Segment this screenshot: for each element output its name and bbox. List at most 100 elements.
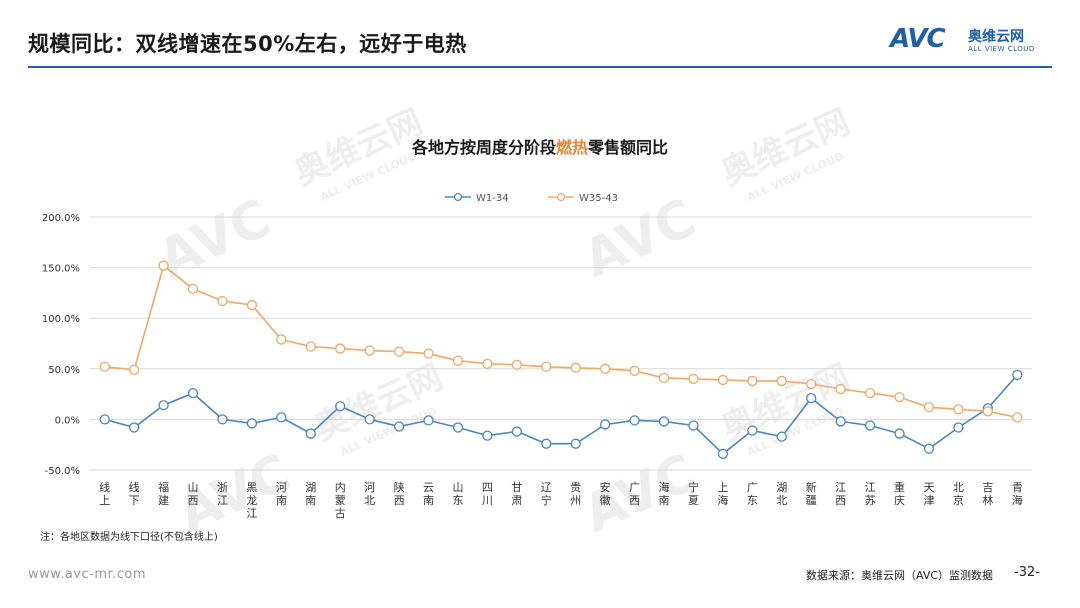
x-tick-label: 线上 <box>99 480 110 507</box>
data-point <box>658 372 670 384</box>
x-tick-label: 河北 <box>364 481 375 507</box>
data-point <box>187 387 199 399</box>
data-point <box>482 358 493 369</box>
data-point <box>158 400 169 411</box>
x-tick-label: 云南 <box>423 481 434 507</box>
x-tick-label: 线下 <box>129 480 140 507</box>
y-tick-label: 200.0% <box>42 213 80 224</box>
data-point <box>600 419 611 430</box>
y-tick-label: 100.0% <box>42 314 80 325</box>
data-point <box>99 414 110 425</box>
data-point <box>335 401 346 412</box>
data-point <box>953 404 964 415</box>
page-number: -32- <box>1014 565 1040 580</box>
data-point <box>776 375 787 387</box>
y-tick-label: 0.0% <box>55 415 80 426</box>
x-tick-label: 重庆 <box>894 480 905 507</box>
x-tick-label: 辽宁 <box>541 481 552 507</box>
legend-label: W1-34 <box>476 193 509 204</box>
x-tick-label: 黑龙江 <box>246 481 257 520</box>
data-point <box>423 348 434 359</box>
data-point <box>364 345 375 356</box>
series-line <box>104 264 1018 419</box>
x-tick-label: 上海 <box>717 481 728 507</box>
data-point <box>187 283 199 295</box>
x-tick-label: 江西 <box>835 481 846 507</box>
data-point <box>776 431 787 442</box>
logo-en-text: ALL VIEW CLOUD <box>968 45 1035 53</box>
chart-title: 各地方按周度分阶段燃热零售额同比 <box>0 134 1080 158</box>
x-tick-label: 浙江 <box>217 481 228 507</box>
data-point <box>305 341 316 352</box>
x-tick-label: 陕西 <box>394 480 405 507</box>
x-tick-label: 安徽 <box>600 480 611 507</box>
x-tick-label: 福建 <box>158 480 169 507</box>
website-url[interactable]: www.avc-mr.com <box>28 567 147 582</box>
x-tick-label: 广西 <box>629 481 640 507</box>
data-point <box>246 418 258 429</box>
x-tick-label: 天津 <box>923 481 934 507</box>
data-point <box>629 415 640 426</box>
data-point <box>688 420 699 431</box>
data-point <box>393 346 405 357</box>
legend-swatch-marker <box>556 192 566 202</box>
data-point <box>158 260 169 271</box>
data-point <box>305 428 316 439</box>
data-point <box>570 438 581 449</box>
data-point <box>276 334 287 345</box>
data-point <box>1012 369 1023 381</box>
data-point <box>452 355 464 366</box>
data-source: 数据来源：奥维云网（AVC）监测数据 <box>806 569 994 582</box>
x-tick-label: 海南 <box>659 480 670 507</box>
x-tick-label: 四川 <box>482 481 493 507</box>
data-point <box>717 448 729 459</box>
data-point <box>747 425 758 436</box>
data-point <box>923 402 935 413</box>
x-tick-label: 北京 <box>953 481 964 507</box>
data-point <box>423 415 434 426</box>
x-tick-label: 贵州 <box>570 481 581 507</box>
chart-title-suffix: 零售额同比 <box>588 138 669 157</box>
header-divider <box>28 66 1052 68</box>
chart-title-prefix: 各地方按周度分阶段 <box>411 138 556 157</box>
x-tick-label: 山西 <box>188 481 199 507</box>
data-point <box>541 361 552 372</box>
page-title: 规模同比：双线增速在50%左右，远好于电热 <box>28 32 467 56</box>
legend-swatch-marker <box>453 192 463 202</box>
x-tick-label: 广东 <box>747 481 758 507</box>
data-point <box>452 422 464 433</box>
data-point <box>246 299 258 311</box>
x-tick-label: 甘肃 <box>511 481 522 507</box>
data-point <box>570 362 581 373</box>
data-point <box>658 416 670 427</box>
data-point <box>629 365 640 376</box>
x-tick-label: 新疆 <box>806 480 817 507</box>
data-point <box>717 374 729 386</box>
data-point <box>894 391 905 403</box>
x-tick-label: 湖南 <box>305 481 316 507</box>
data-point <box>511 359 522 370</box>
data-point <box>806 392 817 404</box>
x-tick-label: 内蒙古 <box>335 480 346 520</box>
x-tick-label: 吉林 <box>982 481 993 507</box>
data-point <box>806 378 817 390</box>
data-point <box>393 421 405 432</box>
logo-cn-text: 奥维云网 <box>968 29 1024 45</box>
data-point <box>1012 412 1023 423</box>
data-point <box>364 414 375 425</box>
series-line <box>104 374 1018 455</box>
brand-logo: AVC 奥维云网 ALL VIEW CLOUD <box>890 24 1060 58</box>
data-point <box>982 406 993 417</box>
data-point <box>217 295 228 307</box>
data-point <box>864 420 876 431</box>
data-point <box>835 383 846 395</box>
x-tick-label: 青海 <box>1012 481 1023 507</box>
x-tick-label: 湖北 <box>776 481 787 507</box>
data-point <box>835 416 846 427</box>
data-point <box>335 343 346 354</box>
data-point <box>953 422 964 433</box>
y-tick-label: 150.0% <box>42 264 80 275</box>
data-point <box>482 430 493 441</box>
x-tick-label: 宁夏 <box>688 480 699 507</box>
